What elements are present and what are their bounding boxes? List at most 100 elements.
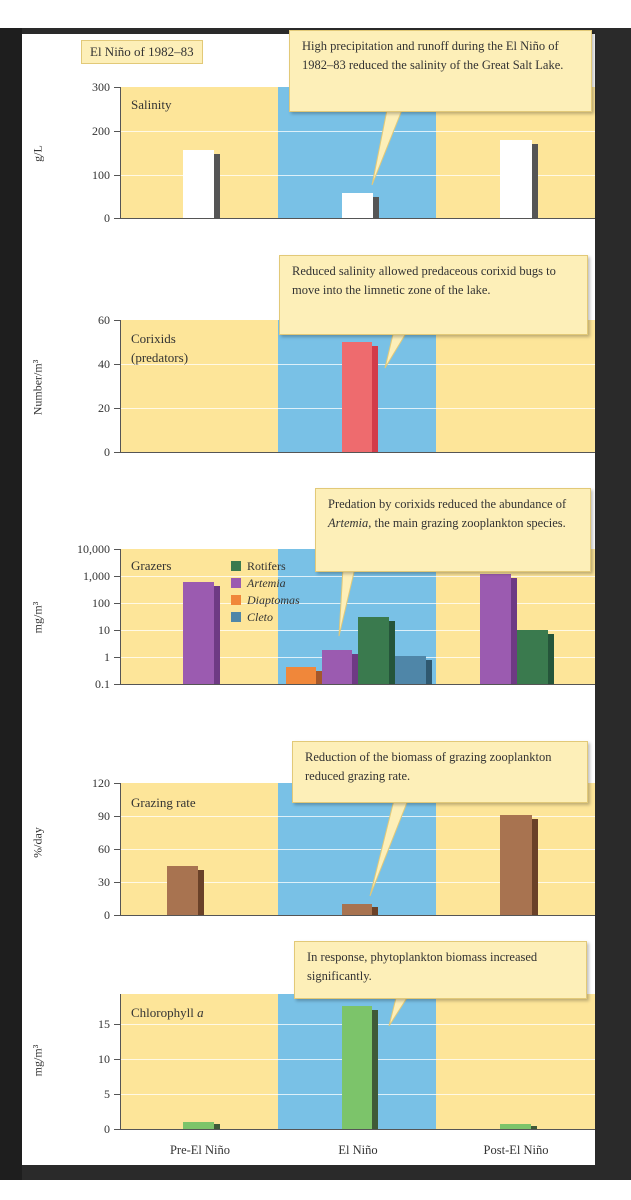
legend-item-cleto: Cleto: [231, 610, 273, 624]
y-tick-label: 30: [98, 875, 110, 889]
legend-swatch: [231, 561, 241, 571]
y-tick-label: 100: [92, 168, 110, 182]
chlorophyll-callout: In response, phytoplankton biomass incre…: [294, 941, 587, 999]
callout-pointer: [371, 105, 405, 186]
legend-item-rotifers: Rotifers: [231, 559, 286, 573]
bar-grazing-post: [500, 815, 538, 915]
callout-pointer: [338, 568, 356, 637]
chlorophyll-y-axis: [120, 994, 121, 1130]
y-tick-label: 0: [104, 445, 110, 459]
y-tick-label: 0: [104, 908, 110, 922]
gridline: [120, 603, 595, 604]
callout-pointer: [388, 990, 413, 1027]
bar-grazers-artemia-post: [480, 574, 517, 684]
bar-salinity-pre: [183, 150, 220, 218]
tick: [114, 630, 120, 631]
y-tick-label: 90: [98, 809, 110, 823]
y-tick-label: 5: [104, 1087, 110, 1101]
tick: [114, 882, 120, 883]
tick: [114, 87, 120, 88]
figure-title-box: El Niño of 1982–83: [81, 40, 203, 64]
y-tick-label: 10: [98, 1052, 110, 1066]
tick: [114, 657, 120, 658]
bar-grazing-el-nino: [342, 904, 378, 915]
x-label-el-nino: El Niño: [338, 1143, 378, 1157]
grazing-x-axis: [114, 915, 595, 916]
legend-swatch: [231, 612, 241, 622]
grazing-y-label: %/day: [30, 827, 45, 858]
y-tick-label: 10,000: [77, 542, 110, 556]
grazers-callout: Predation by corixids reduced the abunda…: [315, 488, 591, 572]
corixids-y-axis: [120, 320, 121, 453]
bar-corixids-el-nino: [342, 342, 378, 452]
gridline: [120, 576, 595, 577]
grazers-x-axis: [114, 684, 595, 685]
gridline: [120, 630, 595, 631]
corixids-y-label: Number/m³: [30, 359, 45, 416]
grazers-panel-title: Grazers: [131, 558, 172, 573]
y-tick-label: 0.1: [95, 677, 110, 691]
bar-grazing-pre: [167, 866, 204, 915]
y-tick-label: 100: [92, 596, 110, 610]
gridline: [120, 131, 595, 132]
tick: [114, 1059, 120, 1060]
grazers-y-label: mg/m³: [30, 601, 45, 634]
y-tick-label: 60: [98, 313, 110, 327]
bar-grazers-rotifers-el-nino: [358, 617, 395, 684]
corixids-panel-title: Corixids: [131, 331, 176, 346]
gridline: [120, 175, 595, 176]
bar-grazers-artemia-pre: [183, 582, 220, 684]
grazing-y-axis: [120, 783, 121, 916]
y-tick-label: 10: [98, 623, 110, 637]
grazing-panel-title: Grazing rate: [131, 795, 196, 810]
salinity-y-axis: [120, 87, 121, 219]
tick: [114, 320, 120, 321]
bar-chlorophyll-el-nino: [342, 1006, 378, 1129]
tick: [114, 603, 120, 604]
corixids-callout: Reduced salinity allowed predaceous cori…: [279, 255, 588, 335]
y-tick-label: 0: [104, 211, 110, 225]
gridline: [120, 816, 595, 817]
salinity-panel-title: Salinity: [131, 97, 172, 112]
bar-salinity-post: [500, 140, 538, 218]
x-label-post-el-nino: Post-El Niño: [483, 1143, 549, 1157]
chlorophyll-x-axis: [114, 1129, 595, 1130]
salinity-x-axis: [114, 218, 595, 219]
legend-swatch: [231, 578, 241, 588]
tick: [114, 408, 120, 409]
bar-grazers-cleto-el-nino: [395, 656, 432, 684]
y-tick-label: 1: [104, 650, 110, 664]
tick: [114, 175, 120, 176]
tick: [114, 849, 120, 850]
y-tick-label: 1,000: [83, 569, 110, 583]
salinity-y-label: g/L: [30, 145, 45, 162]
grazing-callout: Reduction of the biomass of grazing zoop…: [292, 741, 588, 803]
tick: [114, 364, 120, 365]
tick: [114, 783, 120, 784]
y-tick-label: 300: [92, 80, 110, 94]
y-tick-label: 120: [92, 776, 110, 790]
bar-grazers-rotifers-post: [517, 630, 554, 684]
legend-item-artemia: Artemia: [231, 576, 286, 590]
grazers-y-axis: [120, 549, 121, 685]
callout-pointer: [384, 330, 409, 369]
callout-pointer: [369, 800, 409, 897]
y-tick-label: 15: [98, 1017, 110, 1031]
x-label-pre-el-nino: Pre-El Niño: [169, 1143, 231, 1157]
y-tick-label: 200: [92, 124, 110, 138]
bar-salinity-el-nino: [342, 193, 379, 218]
y-tick-label: 20: [98, 401, 110, 415]
bar-grazers-diaptomas-el-nino: [286, 667, 322, 684]
y-tick-label: 60: [98, 842, 110, 856]
frame-left-edge: [0, 28, 22, 1180]
gridline: [120, 882, 595, 883]
bar-grazers-artemia-el-nino: [322, 650, 358, 684]
tick: [114, 1094, 120, 1095]
bar-chlorophyll-post: [500, 1124, 537, 1129]
legend-swatch: [231, 595, 241, 605]
chlorophyll-panel-title: Chlorophyll a: [131, 1005, 204, 1020]
corixids-x-axis: [114, 452, 595, 453]
tick: [114, 549, 120, 550]
y-tick-label: 0: [104, 1122, 110, 1136]
tick: [114, 816, 120, 817]
